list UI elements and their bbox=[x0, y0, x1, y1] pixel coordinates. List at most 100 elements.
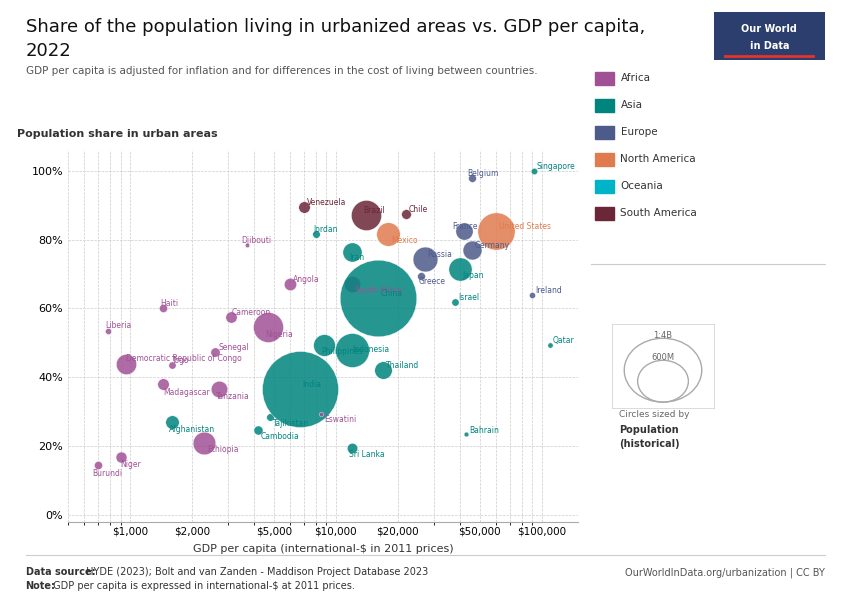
Text: Share of the population living in urbanized areas vs. GDP per capita,: Share of the population living in urbani… bbox=[26, 18, 645, 36]
Point bbox=[415, 271, 428, 281]
Text: Chile: Chile bbox=[409, 205, 428, 214]
Text: China: China bbox=[381, 289, 403, 298]
Text: Population: Population bbox=[619, 425, 678, 435]
Text: Germany: Germany bbox=[475, 241, 510, 250]
Point bbox=[156, 379, 170, 389]
Text: Greece: Greece bbox=[418, 277, 445, 286]
Text: 1:4B: 1:4B bbox=[654, 331, 672, 340]
Text: Bahrain: Bahrain bbox=[469, 425, 499, 434]
Text: GDP per capita is adjusted for inflation and for differences in the cost of livi: GDP per capita is adjusted for inflation… bbox=[26, 66, 537, 76]
Text: Tanzania: Tanzania bbox=[216, 392, 250, 401]
Text: Iran: Iran bbox=[349, 253, 365, 262]
Text: France: France bbox=[453, 222, 479, 231]
Point bbox=[120, 359, 133, 368]
Point bbox=[252, 425, 265, 434]
Point bbox=[309, 230, 323, 239]
Point bbox=[528, 166, 541, 175]
Point bbox=[318, 340, 332, 349]
Text: 600M: 600M bbox=[651, 353, 675, 362]
Text: Note:: Note: bbox=[26, 581, 55, 591]
Point bbox=[345, 345, 359, 355]
Text: in Data: in Data bbox=[750, 41, 789, 50]
Text: Thailand: Thailand bbox=[386, 361, 419, 370]
Point bbox=[165, 418, 178, 427]
Point bbox=[460, 430, 473, 439]
Point bbox=[371, 293, 385, 303]
Text: Japan: Japan bbox=[462, 271, 484, 280]
Text: South America: South America bbox=[620, 208, 697, 218]
Text: Europe: Europe bbox=[620, 127, 657, 137]
Text: United States: United States bbox=[499, 222, 551, 231]
Point bbox=[262, 323, 275, 332]
Text: Philippines: Philippines bbox=[321, 347, 364, 356]
Text: Burundi: Burundi bbox=[93, 469, 122, 478]
Text: Nigeria: Nigeria bbox=[266, 330, 293, 339]
Text: (historical): (historical) bbox=[619, 439, 679, 449]
Text: North America: North America bbox=[620, 154, 696, 164]
Text: Our World: Our World bbox=[741, 24, 797, 34]
Point bbox=[314, 409, 328, 418]
Text: Togo: Togo bbox=[172, 356, 190, 365]
Text: Africa: Africa bbox=[620, 73, 650, 83]
Text: Haiti: Haiti bbox=[161, 299, 178, 308]
Point bbox=[543, 340, 557, 349]
Text: Afghanistan: Afghanistan bbox=[169, 425, 215, 434]
Text: Russia: Russia bbox=[428, 250, 452, 259]
Point bbox=[264, 412, 277, 422]
Text: Madagascar: Madagascar bbox=[163, 388, 210, 397]
Point bbox=[114, 452, 128, 462]
Point bbox=[212, 385, 225, 394]
Text: India: India bbox=[303, 380, 321, 389]
Point bbox=[91, 460, 105, 470]
Text: Mexico: Mexico bbox=[391, 236, 417, 245]
Point bbox=[345, 247, 359, 256]
Point bbox=[208, 347, 222, 356]
Text: Eswatini: Eswatini bbox=[324, 415, 356, 424]
Point bbox=[241, 240, 254, 250]
Text: Data source:: Data source: bbox=[26, 567, 95, 577]
Point bbox=[490, 226, 503, 236]
Text: Niger: Niger bbox=[121, 460, 141, 469]
Point bbox=[156, 304, 170, 313]
Point bbox=[457, 226, 471, 236]
Text: Singapore: Singapore bbox=[537, 161, 575, 170]
Point bbox=[449, 297, 462, 307]
Text: Population share in urban areas: Population share in urban areas bbox=[17, 129, 218, 139]
Point bbox=[293, 385, 307, 394]
Point bbox=[418, 254, 432, 263]
Text: Belgium: Belgium bbox=[467, 169, 498, 178]
Point bbox=[525, 290, 539, 299]
Text: OurWorldInData.org/urbanization | CC BY: OurWorldInData.org/urbanization | CC BY bbox=[625, 567, 824, 577]
Point bbox=[298, 202, 311, 212]
Text: Qatar: Qatar bbox=[552, 335, 575, 344]
Point bbox=[224, 312, 238, 322]
Text: 2022: 2022 bbox=[26, 42, 71, 60]
Point bbox=[198, 438, 212, 448]
Text: Venezuela: Venezuela bbox=[307, 198, 346, 207]
Text: Liberia: Liberia bbox=[105, 321, 131, 330]
Text: Ireland: Ireland bbox=[535, 286, 562, 295]
Text: Brazil: Brazil bbox=[363, 206, 385, 215]
Point bbox=[360, 211, 373, 220]
Text: South Africa: South Africa bbox=[354, 286, 401, 295]
Text: Indonesia: Indonesia bbox=[352, 345, 389, 354]
Text: Cambodia: Cambodia bbox=[261, 432, 300, 441]
Point bbox=[466, 173, 479, 182]
Point bbox=[101, 326, 115, 335]
Point bbox=[345, 280, 359, 289]
Text: Democratic Republic of Congo: Democratic Republic of Congo bbox=[127, 354, 242, 363]
Text: Circles sized by: Circles sized by bbox=[619, 410, 689, 419]
Text: Angola: Angola bbox=[293, 275, 320, 284]
Text: Tajikistan: Tajikistan bbox=[273, 419, 309, 428]
Text: Oceania: Oceania bbox=[620, 181, 663, 191]
Text: Asia: Asia bbox=[620, 100, 643, 110]
Point bbox=[400, 209, 413, 218]
Point bbox=[165, 361, 178, 370]
Text: Ethiopia: Ethiopia bbox=[207, 445, 239, 454]
Text: Senegal: Senegal bbox=[218, 343, 249, 352]
Point bbox=[382, 230, 395, 239]
Text: Sri Lanka: Sri Lanka bbox=[349, 451, 385, 460]
Text: HYDE (2023); Bolt and van Zanden - Maddison Project Database 2023: HYDE (2023); Bolt and van Zanden - Maddi… bbox=[83, 567, 428, 577]
Text: GDP per capita is expressed in international-$ at 2011 prices.: GDP per capita is expressed in internati… bbox=[50, 581, 355, 591]
Text: Israel: Israel bbox=[458, 293, 479, 302]
